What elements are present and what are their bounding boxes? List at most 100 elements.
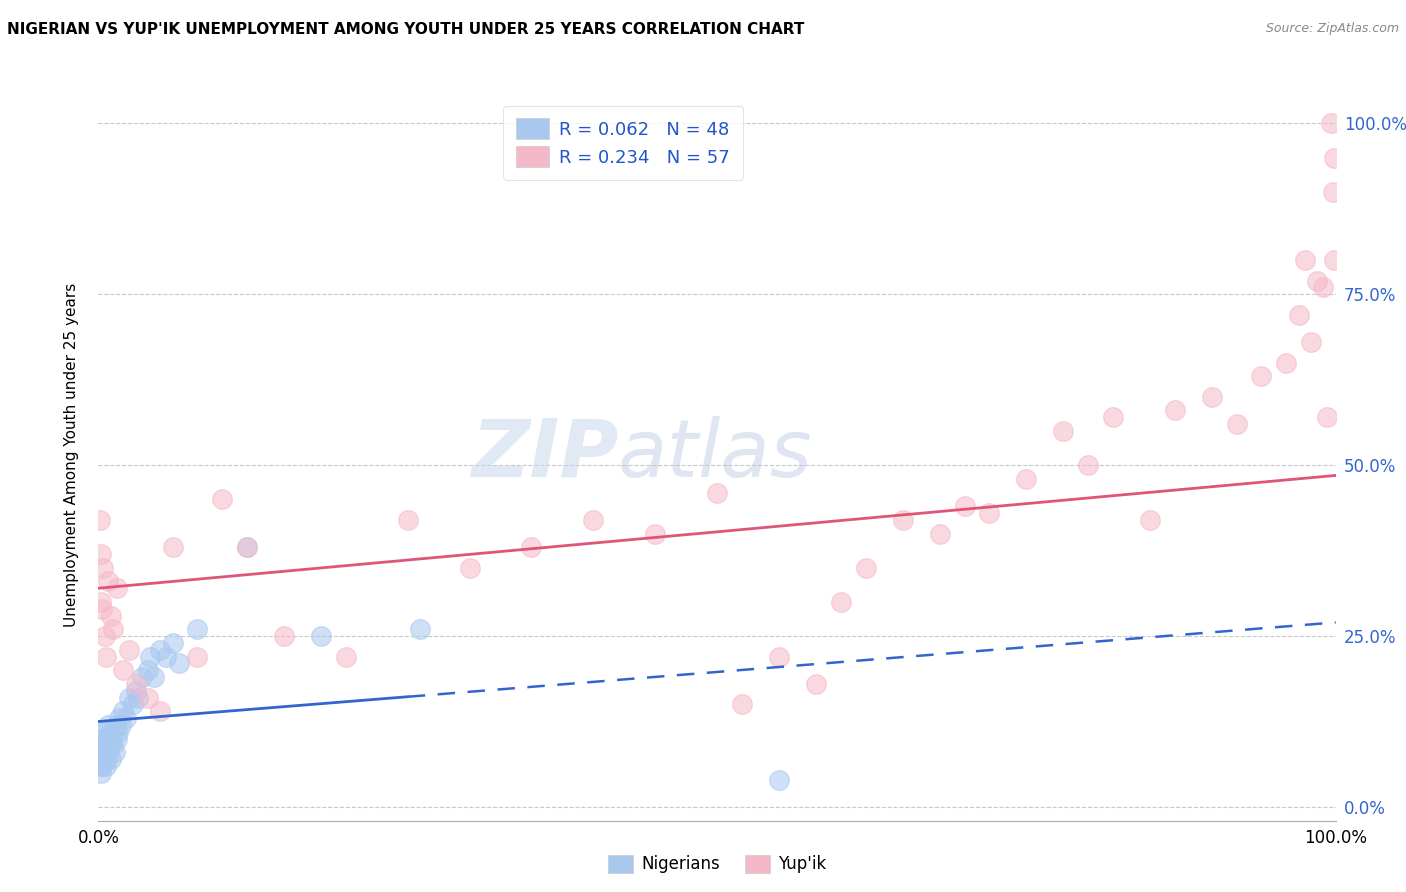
Point (731, 698, 754, 712)
Point (236, 540, 259, 554)
Point (409, 622, 432, 636)
Point (103, 745, 125, 759)
Point (90, 765, 112, 780)
Point (97, 745, 120, 759)
Point (90, 739, 112, 753)
Point (520, 540, 543, 554)
Point (136, 663, 159, 677)
Point (100, 752, 122, 766)
Point (139, 649, 162, 664)
Point (1312, 280, 1334, 294)
Point (90, 595, 112, 609)
Point (186, 649, 208, 664)
Point (273, 629, 295, 643)
Point (1077, 458, 1099, 472)
Point (97, 718, 120, 732)
Point (93, 724, 115, 739)
Point (1306, 274, 1329, 288)
Point (118, 642, 141, 657)
Point (582, 513, 605, 527)
Y-axis label: Unemployment Among Youth under 25 years: Unemployment Among Youth under 25 years (65, 283, 79, 627)
Point (1015, 472, 1038, 486)
Point (979, 506, 1001, 520)
Text: NIGERIAN VS YUP'IK UNEMPLOYMENT AMONG YOUTH UNDER 25 YEARS CORRELATION CHART: NIGERIAN VS YUP'IK UNEMPLOYMENT AMONG YO… (7, 22, 804, 37)
Point (891, 513, 914, 527)
Point (131, 670, 153, 684)
Point (644, 526, 666, 541)
Point (1288, 308, 1310, 322)
Point (127, 690, 149, 705)
Point (1201, 390, 1223, 404)
Point (162, 540, 184, 554)
Point (103, 739, 125, 753)
Point (89, 731, 111, 746)
Point (1323, 151, 1346, 165)
Point (122, 698, 145, 712)
Point (830, 595, 852, 609)
Point (93, 731, 115, 746)
Point (1226, 417, 1249, 432)
Point (89, 513, 111, 527)
Text: Source: ZipAtlas.com: Source: ZipAtlas.com (1265, 22, 1399, 36)
Point (96, 731, 118, 746)
Point (105, 581, 128, 595)
Point (706, 485, 728, 500)
Point (396, 513, 419, 527)
Point (136, 690, 159, 705)
Point (101, 731, 124, 746)
Point (91, 759, 114, 773)
Point (768, 649, 790, 664)
Point (105, 731, 128, 746)
Point (89, 745, 111, 759)
Point (104, 718, 127, 732)
Point (90, 547, 112, 561)
Point (96, 752, 118, 766)
Point (112, 663, 135, 677)
Point (107, 724, 129, 739)
Point (162, 636, 184, 650)
Point (94, 739, 117, 753)
Point (186, 622, 208, 636)
Point (1316, 410, 1339, 425)
Point (93, 629, 115, 643)
Point (100, 608, 122, 623)
Point (108, 711, 131, 725)
Point (768, 772, 790, 787)
Text: ZIP: ZIP (471, 416, 619, 494)
Point (93, 752, 115, 766)
Point (211, 492, 233, 507)
Point (124, 683, 146, 698)
Point (155, 649, 177, 664)
Text: atlas: atlas (619, 416, 813, 494)
Point (143, 670, 166, 684)
Point (236, 540, 259, 554)
Point (1319, 116, 1341, 130)
Point (114, 711, 136, 725)
Point (149, 704, 172, 718)
Point (1322, 185, 1344, 199)
Legend: Nigerians, Yup'ik: Nigerians, Yup'ik (599, 847, 835, 882)
Point (1164, 403, 1187, 417)
Point (1323, 253, 1346, 268)
Point (112, 704, 135, 718)
Point (167, 657, 190, 671)
Point (118, 690, 141, 705)
Point (1275, 356, 1298, 370)
Point (103, 622, 125, 636)
Point (93, 560, 115, 574)
Point (97, 574, 120, 589)
Point (458, 560, 481, 574)
Point (124, 677, 146, 691)
Point (309, 629, 332, 643)
Point (98, 739, 121, 753)
Point (89, 759, 111, 773)
Point (804, 677, 827, 691)
Point (94, 759, 117, 773)
Point (91, 601, 114, 615)
Point (94, 649, 117, 664)
Point (953, 499, 976, 513)
Point (1052, 424, 1074, 438)
Point (100, 724, 122, 739)
Point (1299, 335, 1322, 350)
Point (149, 642, 172, 657)
